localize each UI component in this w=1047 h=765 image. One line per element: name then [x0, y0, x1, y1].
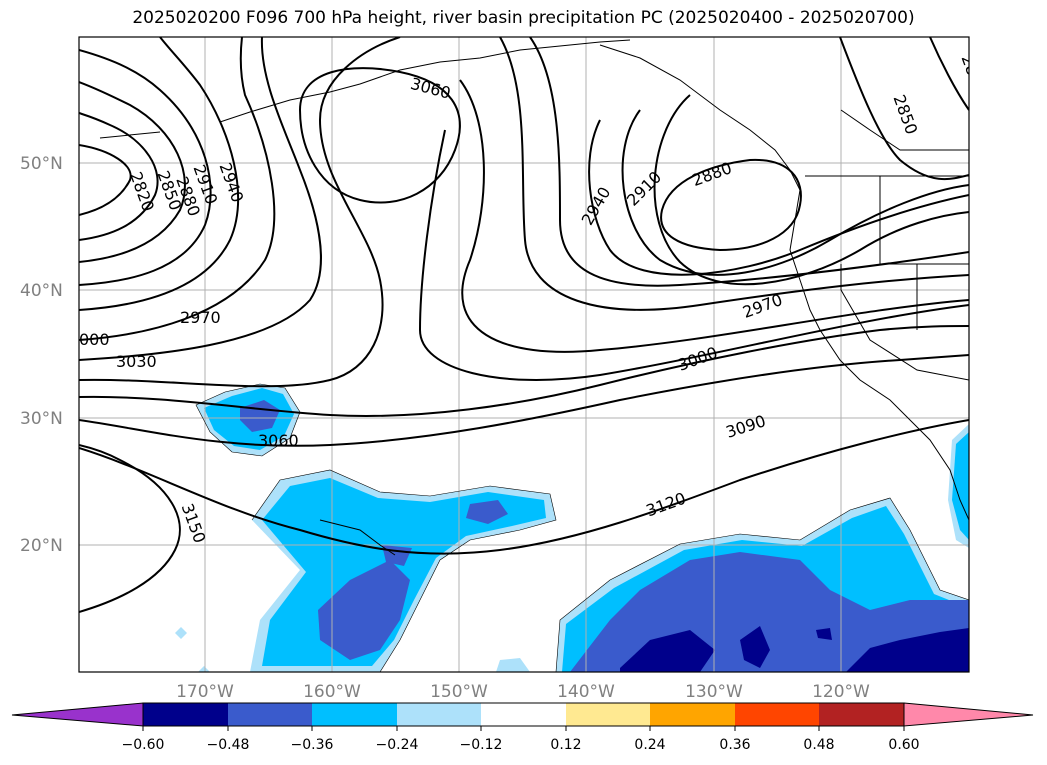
lon-label: 140°W [557, 682, 615, 702]
contour-label: 3090 [723, 411, 768, 442]
contour-label: 3060 [258, 431, 299, 450]
contour-label: 2970 [740, 290, 785, 322]
colorbar-segment [143, 703, 228, 726]
contour-label: 000 [79, 330, 110, 349]
colorbar-tick-label: 0.60 [888, 737, 919, 753]
colorbar-tick-label: −0.48 [207, 737, 250, 753]
shade-dark [318, 560, 410, 660]
colorbar-tick-label: 0.12 [550, 737, 581, 753]
lat-label: 50°N [20, 154, 63, 174]
colorbar-segment [312, 703, 397, 726]
colorbar-tick-label: −0.60 [122, 737, 165, 753]
contour-label: 2940 [578, 184, 615, 229]
contour-label: 3030 [116, 352, 157, 371]
graticule [79, 37, 969, 672]
colorbar: −0.60 −0.48 −0.36 −0.24 −0.12 0.12 0.24 … [11, 702, 1034, 753]
colorbar-segment [819, 703, 904, 726]
colorbar-tick-label: 0.36 [719, 737, 750, 753]
contour-label: 2910 [623, 167, 665, 209]
colorbar-segment [397, 703, 481, 726]
colorbar-tick-label: 0.24 [634, 737, 665, 753]
colorbar-tick-label: 0.48 [803, 737, 834, 753]
colorbar-tick-label: −0.24 [376, 737, 419, 753]
precipitation-shading [175, 384, 969, 672]
lon-label: 170°W [176, 682, 234, 702]
shade-light [496, 658, 530, 672]
lon-label: 120°W [812, 682, 870, 702]
contour-label: 3120 [644, 489, 689, 521]
shade-darkest [740, 626, 770, 668]
shade-light [198, 666, 210, 672]
colorbar-tick-label: −0.36 [291, 737, 334, 753]
contour-label: 3000 [675, 343, 720, 375]
map-frame [78, 36, 970, 673]
colorbar-extend-high [903, 702, 1034, 727]
contour-label: 2850 [890, 92, 922, 137]
coastlines [99, 39, 969, 556]
colorbar-tick-label: −0.12 [460, 737, 503, 753]
lat-label: 40°N [20, 281, 63, 301]
contour-labels: 3060 2820 2850 2910 2880 2940 2970 000 3… [79, 52, 990, 545]
lat-label: 30°N [20, 409, 63, 429]
shade-mid [952, 432, 969, 540]
colorbar-segment [735, 703, 819, 726]
colorbar-segment [650, 703, 735, 726]
contour-label: 2820 [958, 52, 990, 97]
colorbar-extend-low [11, 702, 144, 727]
contour-label: 2820 [126, 169, 158, 214]
colorbar-segment [566, 703, 650, 726]
shading-outline [195, 383, 969, 672]
height-contours [79, 37, 969, 613]
colorbar-frame [142, 702, 905, 727]
lon-label: 150°W [430, 682, 488, 702]
latitude-labels: 50°N 40°N 30°N 20°N [20, 154, 63, 556]
lon-label: 160°W [303, 682, 361, 702]
lon-label: 130°W [685, 682, 743, 702]
shade-darkest [846, 628, 969, 672]
map-title: 2025020200 F096 700 hPa height, river ba… [132, 8, 915, 28]
shade-darkest [620, 630, 715, 672]
longitude-labels: 170°W 160°W 150°W 140°W 130°W 120°W [176, 682, 870, 702]
shade-darkest [816, 628, 832, 640]
lat-label: 20°N [20, 536, 63, 556]
shade-light [175, 627, 187, 639]
contour-label: 2970 [180, 308, 221, 327]
colorbar-segment [481, 703, 566, 726]
contour-label: 3060 [409, 74, 453, 103]
shade-dark [466, 500, 508, 524]
colorbar-segment [228, 703, 312, 726]
